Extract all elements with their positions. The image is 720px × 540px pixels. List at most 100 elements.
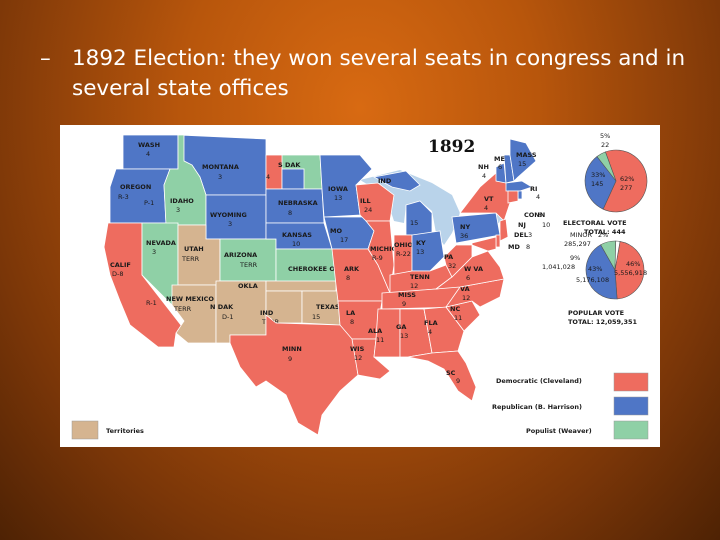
label-ill-ev: R-9 (372, 254, 383, 262)
label-kansas-name: CHEROKEE OUTLET (288, 265, 358, 273)
election-map-1892: WASH 4 OREGON R-3 P-1 CALIF D-8 R-1 MONT… (60, 125, 660, 447)
map-svg: WASH 4 OREGON R-3 P-1 CALIF D-8 R-1 MONT… (71, 132, 649, 440)
label-cherokee-name: OKLA (238, 282, 258, 290)
label-idaho-name: IDAHO (170, 197, 194, 205)
label-vt-name: NH (478, 163, 489, 171)
label-miss-ev: 11 (376, 336, 384, 344)
label-nh-name: ME (494, 155, 505, 163)
label-pa-ev: 36 (460, 232, 468, 240)
state-cherokee: OKLA (238, 280, 337, 292)
label-nebraska-name: KANSAS (282, 231, 312, 239)
label-mo-ev: 8 (346, 274, 350, 282)
label-oregon-ev2: P-1 (144, 199, 154, 207)
label-tenn-name: MISS (398, 291, 416, 299)
label-indterr-ev: 15 (312, 313, 320, 321)
label-mich-ev: 15 (410, 219, 418, 227)
label-ill-name: MICHIGAN (370, 245, 407, 253)
label-ndak-name: S DAK (278, 161, 301, 169)
pie-slice-minor (614, 240, 621, 271)
territories-label: Territories (106, 427, 144, 435)
label-utah-name: UTAH (184, 245, 204, 253)
label-calif-name: CALIF (110, 261, 131, 269)
label-mass-ev: 4 (536, 193, 540, 201)
bullet-dash: – (40, 46, 51, 71)
label-calif-ev: D-8 (112, 270, 124, 278)
label-colorado-ev: TERR (239, 261, 258, 269)
label-newmexico-ev: D-1 (222, 313, 234, 321)
label-iowa-name: MO (330, 227, 342, 235)
territories-legend: Territories (71, 420, 144, 440)
label-sdak-name: NEBRASKA (278, 199, 318, 207)
legend: Democratic (Cleveland) Republican (B. Ha… (492, 372, 649, 440)
label-nevada-ev: 3 (152, 248, 156, 256)
ev-rep-votes: 145 (591, 180, 603, 188)
label-fla-ev: 9 (456, 377, 460, 385)
ev-populist-votes: 22 (601, 141, 609, 149)
label-minn-ev: 13 (334, 194, 342, 202)
label-ny-ev: 4 (484, 204, 488, 212)
legend-dem-label: Democratic (Cleveland) (496, 377, 582, 385)
state-fla: SC 9 (407, 350, 477, 402)
label-sc-name: NC (450, 305, 460, 313)
state-ndak: S DAK 4 (265, 154, 323, 190)
map-year-title: 1892 (428, 137, 475, 157)
ev-rep-pct: 33% (591, 171, 605, 179)
pv-minor-pct: 2% (598, 231, 608, 239)
label-wva-ev: 32 (448, 262, 456, 270)
label-wva-name: PA (444, 253, 453, 261)
pie-slice-populist (596, 151, 617, 182)
electoral-vote-pie (584, 149, 648, 213)
label-iowa-ev: 17 (340, 236, 348, 244)
pie-slice-republican (585, 244, 618, 300)
state-wyoming: WYOMING 3 (205, 194, 267, 240)
ev-dem-votes: 277 (620, 184, 632, 192)
state-ind-terr: TEXAS 15 (301, 290, 341, 326)
state-wash: WASH 4 (122, 134, 179, 170)
label-wis-ev: 24 (364, 206, 372, 214)
label-nebraska-ev: 10 (292, 240, 300, 248)
label-mo-name: ARK (344, 265, 360, 273)
label-calif-ev2: R-1 (146, 299, 157, 307)
bullet-text: 1892 Election: they won several seats in… (72, 46, 686, 101)
label-ny-name: VT (484, 195, 494, 203)
territories-swatch (71, 420, 99, 440)
label-arizona-ev: TERR (173, 305, 192, 313)
label-conn-name: NJ (518, 221, 526, 229)
label-ga-ev: 4 (428, 328, 432, 336)
label-utah-ev: TERR (181, 255, 200, 263)
label-nh-ev: 6 (498, 163, 502, 171)
ev-dem-pct: 62% (620, 175, 634, 183)
state-me: MASS 15 (509, 138, 537, 182)
label-nj-ev: 3 (528, 231, 532, 239)
label-wis-name: ILL (360, 197, 371, 205)
state-texas: MINN 9 (229, 314, 359, 436)
label-ohio-ev: 13 (416, 248, 424, 256)
label-me-name: MASS (516, 151, 537, 159)
label-wash-ev: 4 (146, 150, 150, 158)
label-montana-ev: 3 (218, 173, 222, 181)
label-ri-ev: 6 (538, 211, 542, 219)
label-ga-name: FLA (424, 319, 438, 327)
state-conn: NJ 10 (507, 190, 550, 229)
label-miss-name: ALA (368, 327, 382, 335)
electoral-vote-total: TOTAL: 444 (584, 228, 626, 236)
state-ga: FLA 4 (423, 306, 465, 354)
pv-minor-label: MINOR (570, 231, 593, 239)
label-tenn-ev: 9 (402, 300, 406, 308)
label-ala-ev: 13 (400, 332, 408, 340)
state-wva: PA 32 (443, 244, 473, 278)
state-nebraska: KANSAS 10 (265, 222, 333, 250)
state-sdak: NEBRASKA 8 (265, 188, 325, 224)
pie-slice-republican (584, 156, 617, 210)
label-ndak-ev: 4 (266, 173, 270, 181)
pv-populist-pct: 9% (570, 254, 580, 262)
label-arizona-name: NEW MEXICO (166, 295, 214, 303)
state-colorado: ARIZONA TERR (219, 238, 277, 282)
label-ind-ev: R-22 (396, 250, 411, 258)
label-oregon-name: OREGON (120, 183, 151, 191)
label-colorado-name: ARIZONA (224, 251, 257, 259)
electoral-vote-title: ELECTORAL VOTE (563, 219, 627, 227)
ev-populist-pct: 5% (600, 132, 610, 140)
pv-rep-pct: 43% (588, 265, 602, 273)
pv-minor-votes: 285,297 (564, 240, 591, 248)
